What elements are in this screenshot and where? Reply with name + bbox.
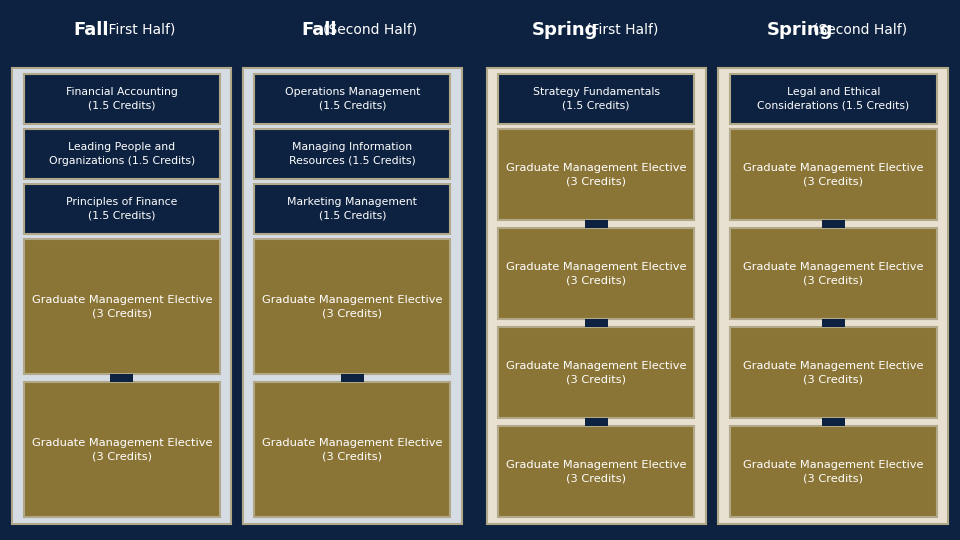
FancyBboxPatch shape — [498, 129, 694, 220]
Text: Spring: Spring — [532, 21, 598, 39]
FancyBboxPatch shape — [718, 68, 948, 524]
FancyBboxPatch shape — [498, 327, 694, 418]
Text: Spring: Spring — [766, 21, 833, 39]
FancyBboxPatch shape — [243, 68, 462, 524]
Text: Managing Information
Resources (1.5 Credits): Managing Information Resources (1.5 Cred… — [289, 143, 416, 165]
FancyBboxPatch shape — [254, 74, 450, 124]
FancyBboxPatch shape — [24, 74, 220, 124]
Text: Financial Accounting
(1.5 Credits): Financial Accounting (1.5 Credits) — [66, 87, 178, 110]
Text: Graduate Management Elective
(3 Credits): Graduate Management Elective (3 Credits) — [506, 460, 686, 484]
FancyBboxPatch shape — [730, 427, 937, 517]
FancyBboxPatch shape — [730, 129, 937, 220]
FancyBboxPatch shape — [822, 220, 845, 228]
Text: Graduate Management Elective
(3 Credits): Graduate Management Elective (3 Credits) — [506, 163, 686, 186]
Text: Leading People and
Organizations (1.5 Credits): Leading People and Organizations (1.5 Cr… — [49, 143, 195, 165]
FancyBboxPatch shape — [254, 239, 450, 374]
FancyBboxPatch shape — [12, 68, 231, 524]
Text: Graduate Management Elective
(3 Credits): Graduate Management Elective (3 Credits) — [506, 262, 686, 286]
Text: Graduate Management Elective
(3 Credits): Graduate Management Elective (3 Credits) — [32, 438, 212, 462]
FancyBboxPatch shape — [498, 228, 694, 319]
Text: Graduate Management Elective
(3 Credits): Graduate Management Elective (3 Credits) — [32, 295, 212, 319]
Text: Graduate Management Elective
(3 Credits): Graduate Management Elective (3 Credits) — [506, 361, 686, 384]
Text: Graduate Management Elective
(3 Credits): Graduate Management Elective (3 Credits) — [743, 262, 924, 286]
FancyBboxPatch shape — [585, 319, 608, 327]
Text: Graduate Management Elective
(3 Credits): Graduate Management Elective (3 Credits) — [743, 163, 924, 186]
FancyBboxPatch shape — [24, 239, 220, 374]
FancyBboxPatch shape — [498, 74, 694, 124]
Text: Graduate Management Elective
(3 Credits): Graduate Management Elective (3 Credits) — [743, 460, 924, 484]
FancyBboxPatch shape — [24, 184, 220, 234]
FancyBboxPatch shape — [730, 327, 937, 418]
FancyBboxPatch shape — [498, 427, 694, 517]
FancyBboxPatch shape — [254, 129, 450, 179]
FancyBboxPatch shape — [110, 374, 133, 382]
Text: Marketing Management
(1.5 Credits): Marketing Management (1.5 Credits) — [287, 198, 418, 220]
Text: (Second Half): (Second Half) — [813, 23, 907, 37]
Text: Operations Management
(1.5 Credits): Operations Management (1.5 Credits) — [284, 87, 420, 110]
Text: (First Half): (First Half) — [587, 23, 659, 37]
Text: Fall: Fall — [73, 21, 108, 39]
Text: Strategy Fundamentals
(1.5 Credits): Strategy Fundamentals (1.5 Credits) — [533, 87, 660, 110]
FancyBboxPatch shape — [822, 418, 845, 427]
Text: Legal and Ethical
Considerations (1.5 Credits): Legal and Ethical Considerations (1.5 Cr… — [757, 87, 909, 110]
FancyBboxPatch shape — [24, 129, 220, 179]
Text: Graduate Management Elective
(3 Credits): Graduate Management Elective (3 Credits) — [262, 438, 443, 462]
Text: Graduate Management Elective
(3 Credits): Graduate Management Elective (3 Credits) — [262, 295, 443, 319]
FancyBboxPatch shape — [585, 418, 608, 427]
Text: (First Half): (First Half) — [104, 23, 176, 37]
Text: Fall: Fall — [301, 21, 336, 39]
FancyBboxPatch shape — [487, 68, 706, 524]
Text: (Second Half): (Second Half) — [323, 23, 417, 37]
FancyBboxPatch shape — [585, 220, 608, 228]
FancyBboxPatch shape — [341, 374, 364, 382]
FancyBboxPatch shape — [254, 382, 450, 517]
FancyBboxPatch shape — [24, 382, 220, 517]
Text: Graduate Management Elective
(3 Credits): Graduate Management Elective (3 Credits) — [743, 361, 924, 384]
Text: Principles of Finance
(1.5 Credits): Principles of Finance (1.5 Credits) — [66, 198, 178, 220]
FancyBboxPatch shape — [730, 228, 937, 319]
FancyBboxPatch shape — [822, 319, 845, 327]
FancyBboxPatch shape — [254, 184, 450, 234]
FancyBboxPatch shape — [730, 74, 937, 124]
